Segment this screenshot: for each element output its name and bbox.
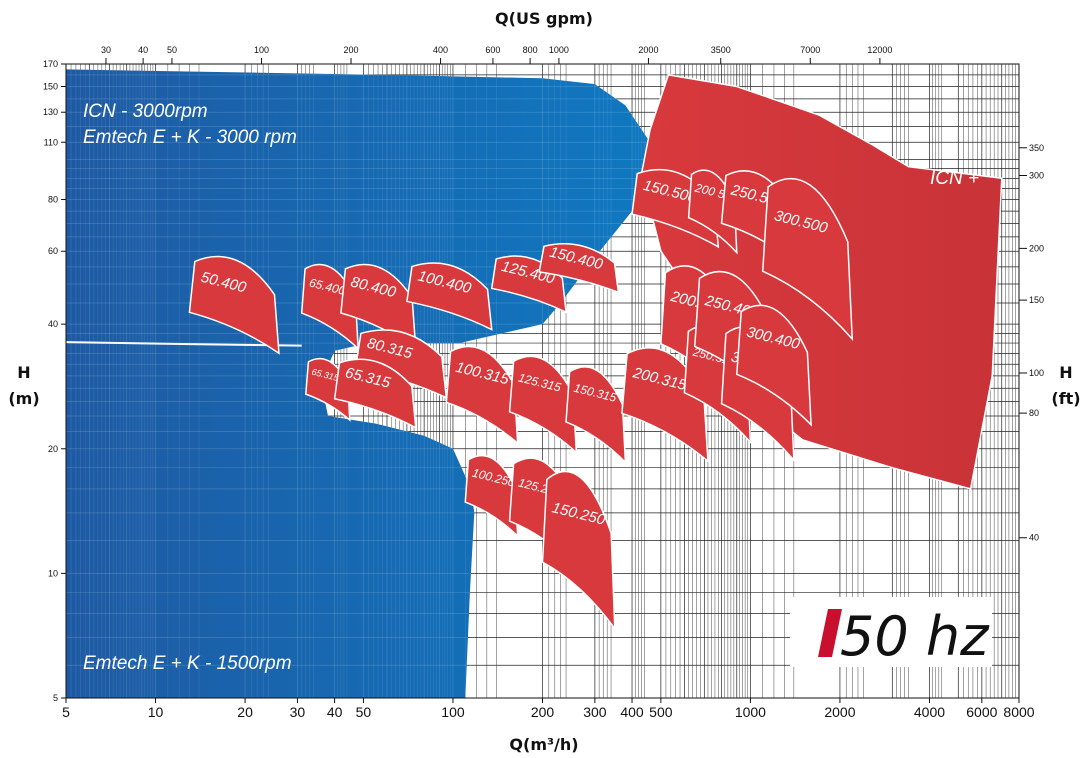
y-axis-ticks: 5 10 20 40 60 80 110 130 150 170 [43,59,66,703]
x2-tick-label: 1000 [549,45,569,55]
x-tick-label: 300 [583,704,607,720]
x-tick-label: 6000 [966,704,997,720]
x2-axis-ticks: 30 40 50 100 200 400 600 800 1000 2000 3500 7000 120… [101,45,892,64]
y-tick-label: 130 [43,107,58,117]
x2-tick-label: 2000 [638,45,658,55]
zone-label-emtech-1500: Emtech E + K - 1500rpm [83,653,292,674]
blue-zone-area [66,69,651,698]
x-tick-label: 4000 [914,704,945,720]
y2-tick-label: 350 [1029,143,1044,153]
x-tick-label: 40 [327,704,343,720]
y-tick-label: 20 [48,444,58,454]
y-tick-label: 80 [48,195,58,205]
x-tick-label: 8000 [1003,704,1034,720]
frequency-badge: 50 hz [790,597,992,668]
y2-tick-label: 300 [1029,170,1044,180]
x2-tick-label: 30 [101,45,111,55]
badge-text: 50 hz [840,605,990,668]
x-tick-label: 2000 [824,704,855,720]
x-axis-title: Q(m³/h) [509,735,578,754]
x-tick-label: 50 [356,704,372,720]
y-axis-title-unit: (m) [8,389,39,408]
y-tick-label: 40 [48,319,58,329]
x2-tick-label: 600 [485,45,500,55]
x-tick-label: 5 [62,704,70,720]
y-tick-label: 150 [43,82,58,92]
pump-curves: 50.400 65.400 80.400 100.400 125.400150.4008… [188,168,854,631]
pump-curve-50-400 [188,255,280,355]
zone-label-icn-plus: ICN + [930,168,979,189]
pump-curve-150-250 [541,470,616,631]
pump-curve-150-315 [565,366,627,465]
y2-tick-label: 100 [1029,368,1044,378]
x-tick-label: 400 [620,704,644,720]
pump-curve-300-500 [761,177,854,342]
x-tick-label: 10 [148,704,164,720]
x2-axis-title: Q(US gpm) [495,9,593,28]
pump-curve-100-315 [445,345,519,445]
x-tick-label: 200 [531,704,555,720]
x2-tick-label: 200 [344,45,359,55]
y2-tick-label: 80 [1029,408,1039,418]
x2-tick-label: 100 [254,45,269,55]
x2-tick-label: 400 [433,45,448,55]
y-axis-title-h: H [17,363,30,382]
y-tick-label: 60 [48,246,58,256]
pump-curve-300-400 [735,304,812,427]
y2-axis-title-unit: (ft) [1051,389,1080,408]
x-tick-label: 30 [290,704,306,720]
x-tick-label: 20 [237,704,253,720]
y-tick-label: 10 [48,568,58,578]
x-axis-ticks: 5 10 20 30 40 50 100 200 300 400 500 1000 2000 4000 60… [62,698,1035,720]
x2-tick-label: 7000 [800,45,820,55]
y-tick-label: 110 [44,137,58,147]
zone-label-emtech-3000: Emtech E + K - 3000 rpm [83,127,297,148]
pump-curve-65-315 [333,358,417,430]
x2-tick-label: 3500 [711,45,731,55]
pump-curve-100-400 [406,262,493,331]
x-tick-label: 1000 [735,704,766,720]
pump-curve-150-400 [538,243,620,294]
blue-zone-divider [65,341,302,347]
x-tick-label: 500 [649,704,673,720]
badge-slash-mark [818,609,842,657]
y2-tick-label: 200 [1029,243,1044,253]
y2-tick-label: 40 [1029,533,1039,543]
x2-tick-label: 12000 [867,45,892,55]
x2-tick-label: 800 [523,45,538,55]
x2-tick-label: 50 [167,45,177,55]
y2-axis-title-h: H [1059,363,1072,382]
x-tick-label: 100 [441,704,465,720]
y2-tick-label: 150 [1029,295,1044,305]
y2-axis-ticks: 40 80 100 150 200 300 350 [1019,143,1044,543]
y-tick-label: 170 [43,59,58,69]
zone-label-icn-3000: ICN - 3000rpm [83,101,208,122]
x2-tick-label: 40 [138,45,148,55]
y-tick-label: 5 [53,693,58,703]
